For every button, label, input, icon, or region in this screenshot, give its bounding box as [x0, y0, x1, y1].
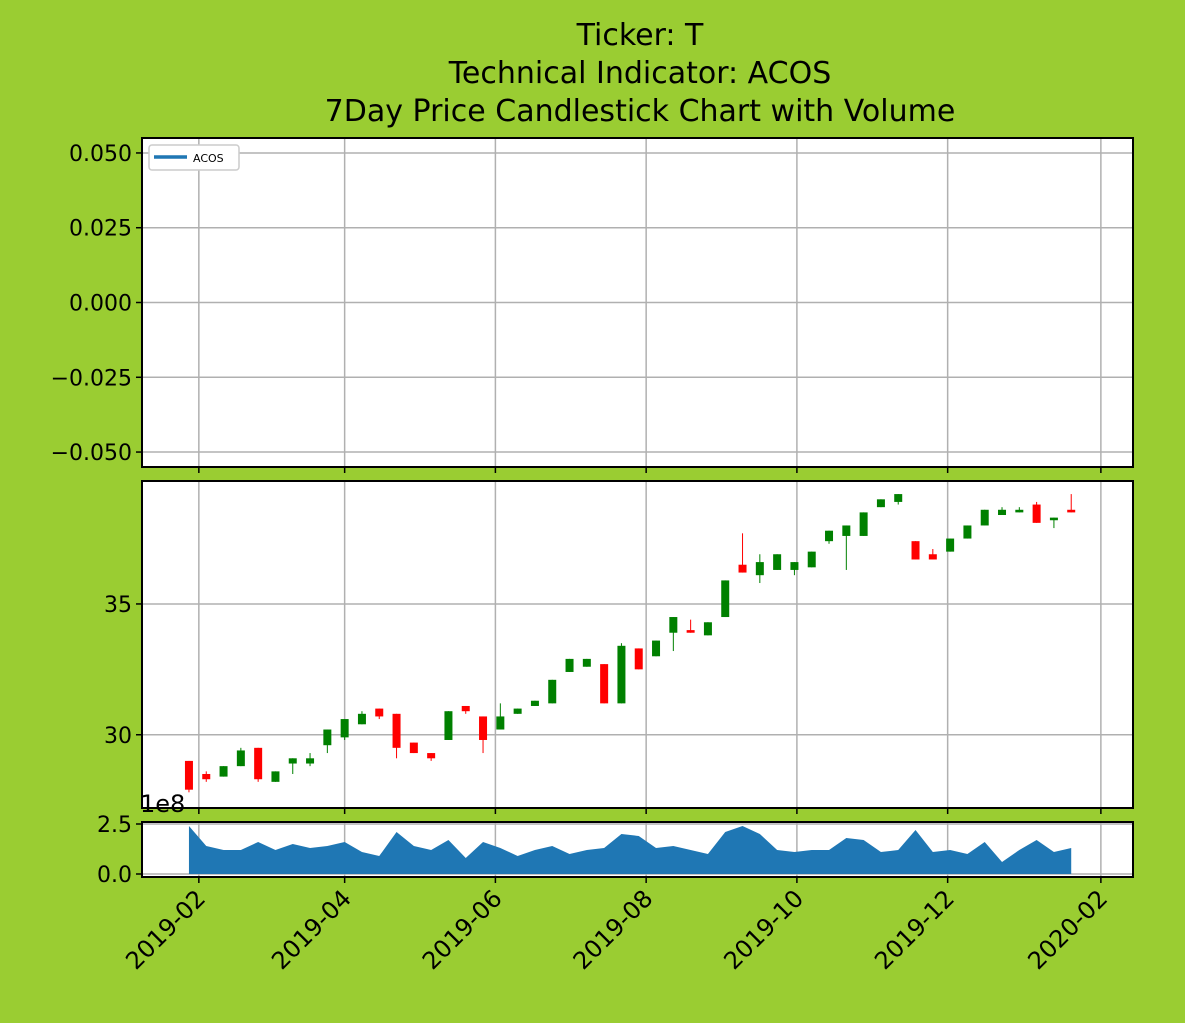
indicator-legend: ACOS	[148, 144, 240, 171]
candle-up	[963, 525, 972, 539]
legend-acos-label: ACOS	[193, 152, 224, 165]
volume-y-axis: 2.5 0.0	[97, 813, 142, 888]
candle-down	[427, 753, 436, 759]
candle-down	[634, 648, 643, 670]
indicator-y-tick-label: 0.000	[69, 292, 132, 317]
x-tick-label: 2020-02	[1022, 884, 1113, 975]
candle-down	[409, 742, 418, 754]
candle-up	[219, 766, 228, 777]
x-tick-label: 2019-12	[869, 884, 960, 975]
candle-down	[184, 760, 193, 790]
candle-up	[703, 622, 712, 636]
volume-offset-label: 1e8	[140, 790, 185, 818]
candle-up	[357, 713, 366, 725]
candle-up	[340, 719, 349, 738]
indicator-y-axis: 0.050 0.025 0.000 −0.025 −0.050	[51, 142, 142, 466]
candle-up	[1015, 509, 1024, 513]
price-y-tick-label: 30	[104, 724, 132, 749]
x-tick-label: 2019-02	[120, 884, 211, 975]
candle-down	[461, 705, 470, 712]
candle-down	[738, 564, 747, 573]
candle-down	[202, 773, 211, 780]
candle-up	[617, 645, 626, 704]
candle-up	[755, 562, 764, 576]
volume-y-tick-label: 0.0	[97, 863, 132, 888]
x-tick-label: 2019-08	[568, 884, 659, 975]
candle-up	[807, 551, 816, 568]
chart-title: Ticker: T Technical Indicator: ACOS 7Day…	[325, 18, 956, 129]
price-y-axis: 35 30	[104, 593, 142, 749]
candle-up	[548, 679, 557, 704]
candle-up	[946, 538, 955, 552]
indicator-y-tick-label: 0.050	[69, 142, 132, 167]
candle-up	[669, 617, 678, 633]
price-frame	[141, 480, 1134, 809]
candle-up	[980, 509, 989, 526]
candle-up	[565, 658, 574, 672]
candle-up	[513, 708, 522, 714]
volume-area	[188, 826, 1072, 874]
candle-up	[652, 640, 661, 657]
title-line-1: Ticker: T	[576, 18, 704, 53]
candle-up	[876, 499, 885, 508]
candle-up	[444, 711, 453, 740]
candle-down	[479, 716, 488, 740]
candle-up	[582, 658, 591, 667]
candle-up	[530, 700, 539, 706]
volume-panel: 2.5 0.0 1e8	[97, 790, 1134, 888]
candle-down	[911, 541, 920, 560]
indicator-y-tick-label: −0.050	[51, 441, 132, 466]
candle-down	[600, 664, 609, 704]
candle-up	[790, 562, 799, 570]
candle-up	[288, 758, 297, 764]
candle-up	[306, 758, 315, 764]
candle-up	[323, 729, 332, 746]
x-tick-label: 2019-10	[718, 884, 809, 975]
candle-up	[1049, 517, 1058, 521]
candle-up	[721, 580, 730, 618]
volume-y-tick-label: 2.5	[97, 813, 132, 838]
indicator-grid	[142, 138, 1133, 473]
title-line-2: Technical Indicator: ACOS	[448, 56, 832, 91]
candle-down	[1067, 509, 1076, 513]
indicator-y-tick-label: 0.025	[69, 217, 132, 242]
candle-up	[998, 509, 1007, 516]
x-tick-label: 2019-04	[266, 884, 357, 975]
candle-down	[254, 747, 263, 780]
legend-box	[148, 144, 240, 171]
candle-down	[375, 708, 384, 717]
candle-down	[686, 630, 695, 633]
price-y-tick-label: 35	[104, 593, 132, 618]
candle-up	[496, 716, 505, 730]
price-candles	[184, 494, 1076, 793]
indicator-frame	[141, 137, 1134, 468]
candle-up	[894, 494, 903, 502]
price-grid	[142, 481, 1133, 814]
indicator-panel: 0.050 0.025 0.000 −0.025 −0.050 ACOS	[51, 137, 1134, 473]
candle-up	[271, 771, 280, 782]
candle-up	[859, 512, 868, 536]
x-tick-label: 2019-06	[417, 884, 508, 975]
candle-down	[392, 713, 401, 748]
price-panel: 35 30	[104, 480, 1134, 814]
candle-down	[928, 554, 937, 560]
indicator-y-tick-label: −0.025	[51, 366, 132, 391]
candle-down	[1032, 504, 1041, 523]
candle-up	[773, 554, 782, 570]
candle-up	[842, 525, 851, 536]
candle-up	[236, 750, 245, 767]
title-line-3: 7Day Price Candlestick Chart with Volume	[325, 94, 956, 129]
x-axis: 2019-02 2019-04 2019-06 2019-08 2019-10 2019-…	[120, 884, 1113, 975]
volume-frame	[141, 821, 1134, 878]
candle-up	[825, 530, 834, 542]
